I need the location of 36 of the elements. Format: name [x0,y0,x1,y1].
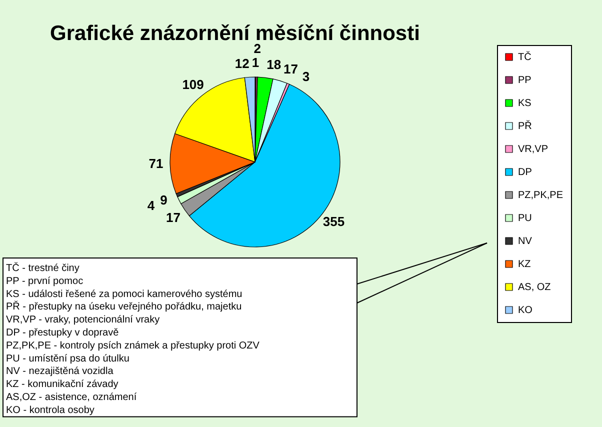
text: TČ - trestné činy [6,262,80,274]
data-label: 17 [284,62,298,77]
text: KS - události řešené za pomoci kamerového systému [6,288,242,300]
legend-label: PŘ [518,120,532,132]
data-label: 71 [148,156,164,172]
text: DP - přestupky v dopravě [6,328,120,338]
text: VR,VP - vraky, potencionální vraky [6,314,160,326]
data-label: 109 [182,76,204,92]
legend-label: VR,VP [518,144,548,155]
text: PZ,PK,PE - kontroly psích známek a přestupky proti OZV [6,340,260,352]
legend-label: NV [518,236,532,247]
text: PŘ - přestupky na úseku veřejného pořádku, majetku [6,300,242,313]
data-label: 17 [166,210,181,225]
text: AS,OZ - asistence, oznámení [6,392,137,403]
data-label: 1 [252,55,260,70]
legend-label: DP [518,167,532,178]
data-label: 9 [160,192,168,208]
legend-label: KZ [518,259,531,270]
text: NV - nezajištěná vozidla [6,366,114,378]
text: KZ - komunikační závady [6,379,118,390]
data-label: 3 [302,69,310,84]
legend-label: KS [518,98,532,109]
data-label: 2 [254,41,261,56]
legend-label: PZ,PK,PE [518,190,564,201]
legend-label: PP [518,75,532,86]
legend-label: KO [518,305,533,316]
text: PU - umístění psa do útulku [6,353,130,364]
legend-label: TČ [518,51,532,63]
data-label: 355 [322,214,345,229]
text: PP - první pomoc [6,276,84,287]
data-label: 4 [147,198,156,214]
data-label: 12 [234,56,250,71]
legend-label: PU [518,213,532,224]
legend-label: AS, OZ [518,282,551,293]
text: KO - kontrola osoby [6,404,94,416]
data-label: 18 [266,56,282,72]
